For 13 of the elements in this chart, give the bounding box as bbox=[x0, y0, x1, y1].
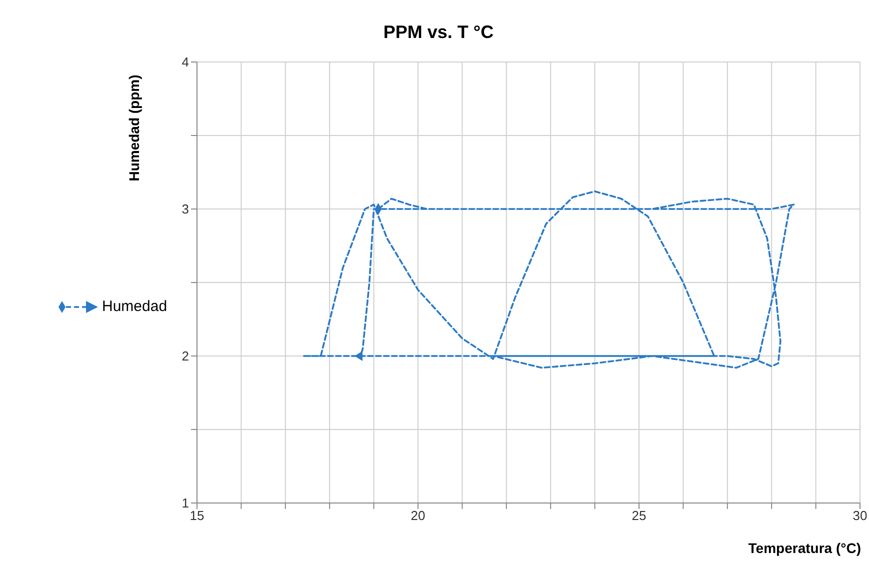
legend-label: Humedad bbox=[102, 298, 168, 315]
y-axis-title: Humedad (ppm) bbox=[126, 74, 142, 182]
x-tick-label: 20 bbox=[410, 508, 426, 524]
y-tick-label: 2 bbox=[182, 348, 189, 364]
line-series bbox=[302, 190, 795, 369]
y-tick-label: 1 bbox=[182, 496, 189, 511]
x-tick-label: 15 bbox=[190, 508, 204, 524]
y-tick-label: 4 bbox=[182, 54, 189, 70]
x-tick-label: 30 bbox=[852, 508, 868, 524]
x-axis-title: Temperatura (°C) bbox=[748, 540, 861, 556]
chart-title: PPM vs. T °C bbox=[382, 22, 495, 43]
y-tick-label: 3 bbox=[182, 202, 189, 217]
x-tick-label: 25 bbox=[632, 508, 646, 524]
